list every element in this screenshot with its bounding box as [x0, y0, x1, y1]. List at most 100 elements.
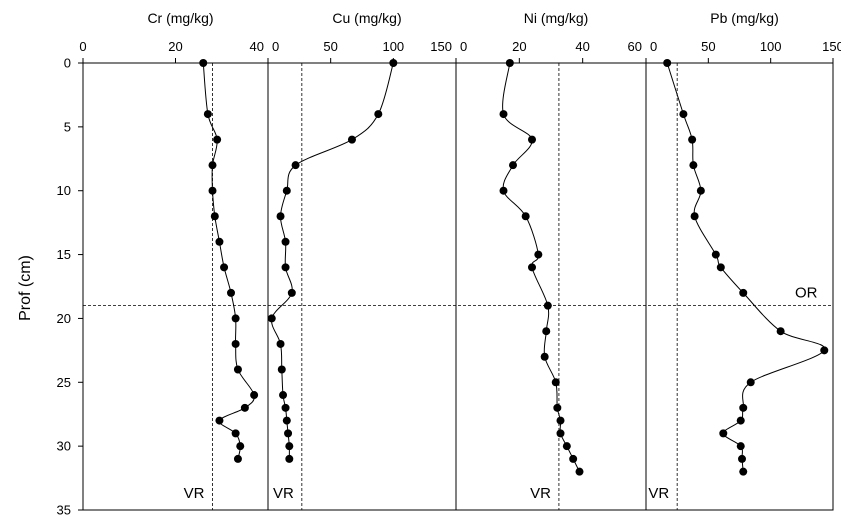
- y-tick-label: 15: [57, 247, 71, 262]
- panel-2-vr-label: VR: [273, 485, 294, 502]
- panel-4-title: Pb (mg/kg): [710, 10, 778, 26]
- panel-1-title: Cr (mg/kg): [147, 10, 213, 26]
- panel-1-data-point: [240, 403, 249, 412]
- panel-3-data-point: [556, 416, 565, 425]
- panel-2-title: Cu (mg/kg): [332, 10, 401, 26]
- panel-4-data-point: [696, 186, 705, 195]
- panel-3-data-point: [551, 378, 560, 387]
- panel-4-data-point: [820, 346, 829, 355]
- panel-4-data-point: [716, 263, 725, 272]
- panel-3-data-point: [562, 442, 571, 451]
- panel-3-data-point: [528, 263, 536, 272]
- panel-4-data-point: [746, 378, 755, 387]
- panel-2-data-point: [281, 263, 290, 272]
- panel-3-data-point: [521, 212, 530, 221]
- panel-1-data-point: [199, 59, 208, 67]
- panel-4-data-point: [736, 416, 745, 425]
- panel-3-x-tick-label: 20: [512, 39, 526, 54]
- panel-1-data-point: [215, 416, 224, 425]
- panel-4-data-point: [719, 429, 728, 438]
- y-tick-label: 10: [57, 183, 71, 198]
- panel-4-data-point: [736, 442, 745, 451]
- y-axis-label: Prof (cm): [17, 255, 34, 321]
- panel-2-data-point: [279, 391, 288, 400]
- panel-2-data-point: [284, 429, 293, 438]
- panel-4-x-tick-label: 0: [650, 39, 657, 54]
- panel-2-x-tick-label: 100: [382, 39, 404, 54]
- panel-2-data-point: [285, 454, 294, 463]
- panel-3-data-point: [499, 186, 508, 195]
- panel-4-data-point: [679, 110, 688, 119]
- y-tick-label: 25: [57, 375, 71, 390]
- panel-3-data-point: [540, 352, 549, 361]
- panel-2-x-tick-label: 50: [323, 39, 337, 54]
- panel-1-data-point: [231, 429, 240, 438]
- panel-2-data-point: [282, 416, 291, 425]
- panel-1-data-point: [208, 161, 217, 170]
- panel-3-title: Ni (mg/kg): [524, 10, 589, 26]
- or-label: OR: [795, 285, 818, 302]
- panel-4-data-point: [776, 327, 785, 336]
- panel-3-data-point: [528, 135, 536, 144]
- panel-2-x-tick-label: 0: [272, 39, 279, 54]
- panel-2-data-point: [277, 365, 286, 374]
- panel-1-x-tick-label: 0: [79, 39, 86, 54]
- y-tick-label: 5: [64, 119, 71, 134]
- panel-1-x-tick-label: 40: [250, 39, 264, 54]
- panel-1-data-point: [231, 339, 240, 348]
- panel-1-series-line: [202, 62, 255, 460]
- panel-3-data-point: [556, 429, 565, 438]
- panel-3-x-tick-label: 40: [575, 39, 589, 54]
- panel-1-data-point: [220, 263, 229, 272]
- panel-2-data-point: [267, 314, 276, 323]
- y-tick-label: 35: [57, 503, 71, 516]
- panel-1-data-point: [236, 442, 245, 451]
- panel-4-data-point: [689, 161, 698, 170]
- y-tick-label: 30: [57, 439, 71, 454]
- panel-2-data-point: [281, 237, 290, 246]
- panel-3-data-point: [505, 59, 514, 67]
- panel-2-x-tick-label: 150: [430, 39, 452, 54]
- panel-2-data-point: [285, 442, 294, 451]
- panel-3-x-tick-label: 60: [628, 39, 642, 54]
- panel-4-data-point: [711, 250, 720, 259]
- panel-2-data-point: [389, 59, 398, 67]
- panel-1-data-point: [210, 212, 219, 221]
- y-tick-label: 20: [57, 311, 71, 326]
- panel-3-data-point: [543, 301, 552, 310]
- panel-4-data-point: [690, 212, 699, 221]
- plot-frame: [82, 62, 834, 511]
- panel-2-data-point: [282, 186, 291, 195]
- panel-4-data-point: [663, 59, 672, 67]
- panel-4-data-point: [739, 288, 748, 297]
- y-tick-label: 0: [64, 56, 71, 71]
- panel-2-data-point: [276, 212, 285, 221]
- panel-1-data-point: [213, 135, 222, 144]
- panel-1-data-point: [227, 288, 235, 297]
- panel-3-data-point: [499, 110, 508, 119]
- panel-1-data-point: [208, 186, 217, 195]
- panel-1-data-point: [233, 365, 242, 374]
- panel-4-vr-label: VR: [648, 485, 669, 502]
- panel-1-data-point: [233, 454, 242, 463]
- panel-1-data-point: [215, 237, 224, 246]
- panel-4-x-tick-label: 50: [701, 39, 715, 54]
- panel-3-vr-label: VR: [530, 485, 551, 502]
- panel-1-vr-label: VR: [184, 485, 205, 502]
- panel-3-x-tick-label: 0: [460, 39, 467, 54]
- panel-2-data-point: [291, 161, 300, 170]
- panel-1-data-point: [203, 110, 212, 119]
- panel-4-data-point: [739, 403, 748, 412]
- panel-2-data-point: [281, 403, 290, 412]
- panel-2-data-point: [287, 288, 296, 297]
- panel-3-data-point: [575, 467, 584, 476]
- panel-3-data-point: [509, 161, 517, 170]
- panel-4-data-point: [688, 135, 697, 144]
- panel-3-data-point: [553, 403, 562, 412]
- panel-2-data-point: [347, 135, 356, 144]
- panel-1-data-point: [231, 314, 240, 323]
- panel-3-data-point: [534, 250, 543, 259]
- panel-2-data-point: [276, 339, 285, 348]
- panel-2-series-line: [271, 62, 394, 459]
